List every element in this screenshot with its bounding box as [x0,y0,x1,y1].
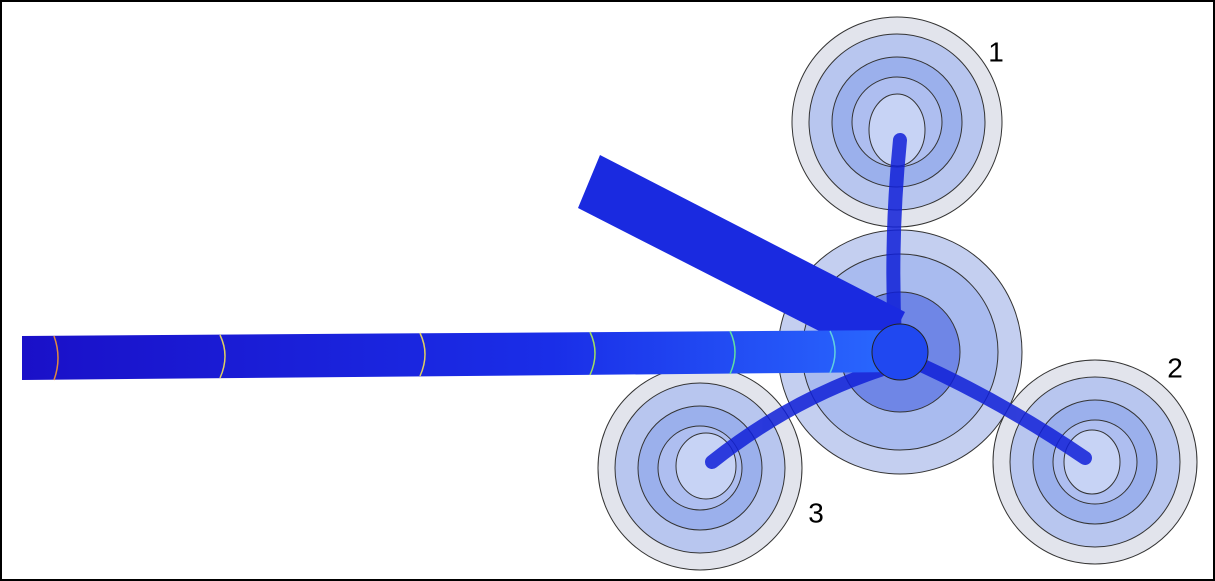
label: 1 [988,36,1004,67]
main-pipe [22,330,905,380]
label: 3 [808,497,824,528]
outlet-3 [598,366,802,570]
outlet-2 [993,360,1197,564]
label: 2 [1167,352,1183,383]
hub-core [872,324,928,380]
figure: 1 2 3 [0,0,1215,581]
